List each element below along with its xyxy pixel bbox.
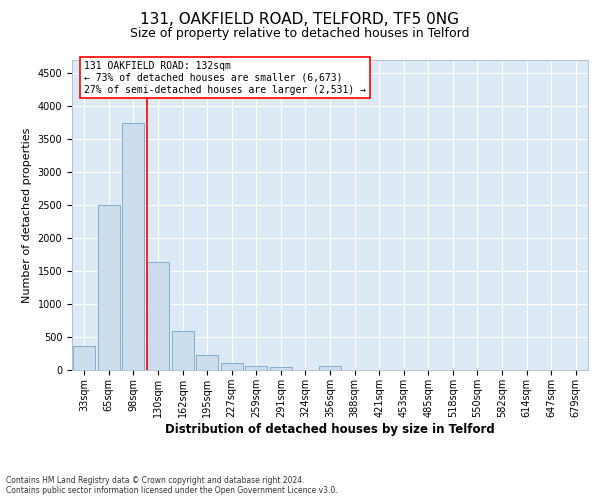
Text: Size of property relative to detached houses in Telford: Size of property relative to detached ho…: [130, 28, 470, 40]
Bar: [98, 205, 120, 370]
Bar: [73, 346, 95, 370]
Bar: [319, 366, 341, 370]
Text: Distribution of detached houses by size in Telford: Distribution of detached houses by size …: [165, 422, 495, 436]
Bar: [270, 368, 292, 370]
Bar: [221, 362, 243, 370]
Bar: [196, 355, 218, 370]
Bar: [147, 262, 169, 370]
Y-axis label: Number of detached properties: Number of detached properties: [22, 128, 32, 302]
Text: 131 OAKFIELD ROAD: 132sqm
← 73% of detached houses are smaller (6,673)
27% of se: 131 OAKFIELD ROAD: 132sqm ← 73% of detac…: [84, 62, 366, 94]
Text: Contains HM Land Registry data © Crown copyright and database right 2024.
Contai: Contains HM Land Registry data © Crown c…: [6, 476, 338, 495]
Bar: [172, 331, 194, 370]
Text: 131, OAKFIELD ROAD, TELFORD, TF5 0NG: 131, OAKFIELD ROAD, TELFORD, TF5 0NG: [140, 12, 460, 28]
Bar: [245, 366, 268, 370]
Bar: [122, 122, 145, 370]
